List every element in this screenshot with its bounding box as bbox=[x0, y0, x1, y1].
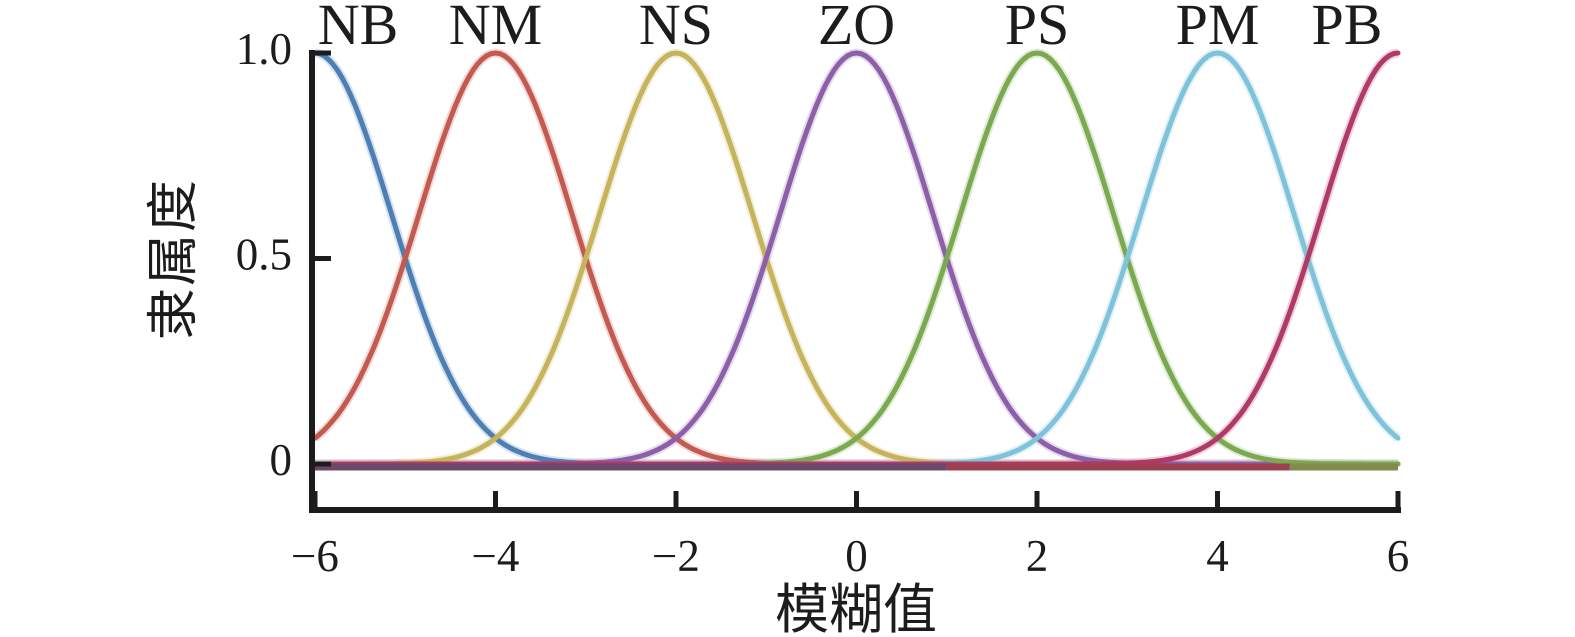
axes bbox=[309, 50, 1401, 513]
curve-halo-ns bbox=[315, 48, 1398, 469]
x-tick-label-0: 0 bbox=[845, 531, 868, 581]
curve-halo-nm bbox=[312, 48, 1398, 469]
curve-halos bbox=[312, 48, 1401, 469]
curve-halo-pm bbox=[315, 48, 1401, 469]
membership-curves bbox=[312, 50, 1401, 467]
curve-pb bbox=[312, 50, 1401, 467]
x-tick-label--6: −6 bbox=[291, 531, 339, 581]
curve-label-ps: PS bbox=[1005, 0, 1070, 57]
curve-label-nb: NB bbox=[318, 0, 399, 57]
x-axis-spine bbox=[309, 507, 1401, 513]
y-axis-title: 隶属度 bbox=[146, 178, 203, 340]
x-tick-label-6: 6 bbox=[1387, 531, 1410, 581]
curve-halo-nb bbox=[314, 48, 1398, 469]
curve-pm bbox=[312, 50, 1401, 467]
x-tick-label-2: 2 bbox=[1026, 531, 1049, 581]
generated-labels: −6 −4 −2 0 2 4 6 1.0 0.5 0 NB NM NS ZO PS PM PB bbox=[236, 0, 1410, 581]
tick-marks bbox=[312, 50, 1401, 507]
y-tick-label-0.5: 0.5 bbox=[236, 230, 292, 280]
curve-halo-ps bbox=[315, 48, 1398, 469]
curve-halo-pb bbox=[315, 48, 1399, 469]
curve-nm bbox=[312, 50, 1401, 467]
x-tick-label--4: −4 bbox=[472, 531, 520, 581]
x-tick-label--2: −2 bbox=[652, 531, 700, 581]
curve-ns bbox=[312, 50, 1401, 467]
y-tick-label-0: 0 bbox=[270, 435, 293, 485]
curve-label-pb: PB bbox=[1312, 0, 1383, 57]
x-axis-title: 模糊值 bbox=[775, 580, 937, 637]
curve-zo bbox=[312, 50, 1401, 467]
curve-ps bbox=[312, 50, 1401, 467]
x-tick-label-4: 4 bbox=[1206, 531, 1229, 581]
curve-nb bbox=[312, 50, 1401, 467]
curve-halo-zo bbox=[315, 48, 1398, 469]
y-tick-label-1: 1.0 bbox=[236, 24, 292, 74]
curve-label-zo: ZO bbox=[818, 0, 895, 57]
curve-label-pm: PM bbox=[1176, 0, 1260, 57]
curve-label-nm: NM bbox=[449, 0, 542, 57]
curve-label-ns: NS bbox=[639, 0, 713, 57]
y-axis-spine bbox=[309, 50, 315, 513]
